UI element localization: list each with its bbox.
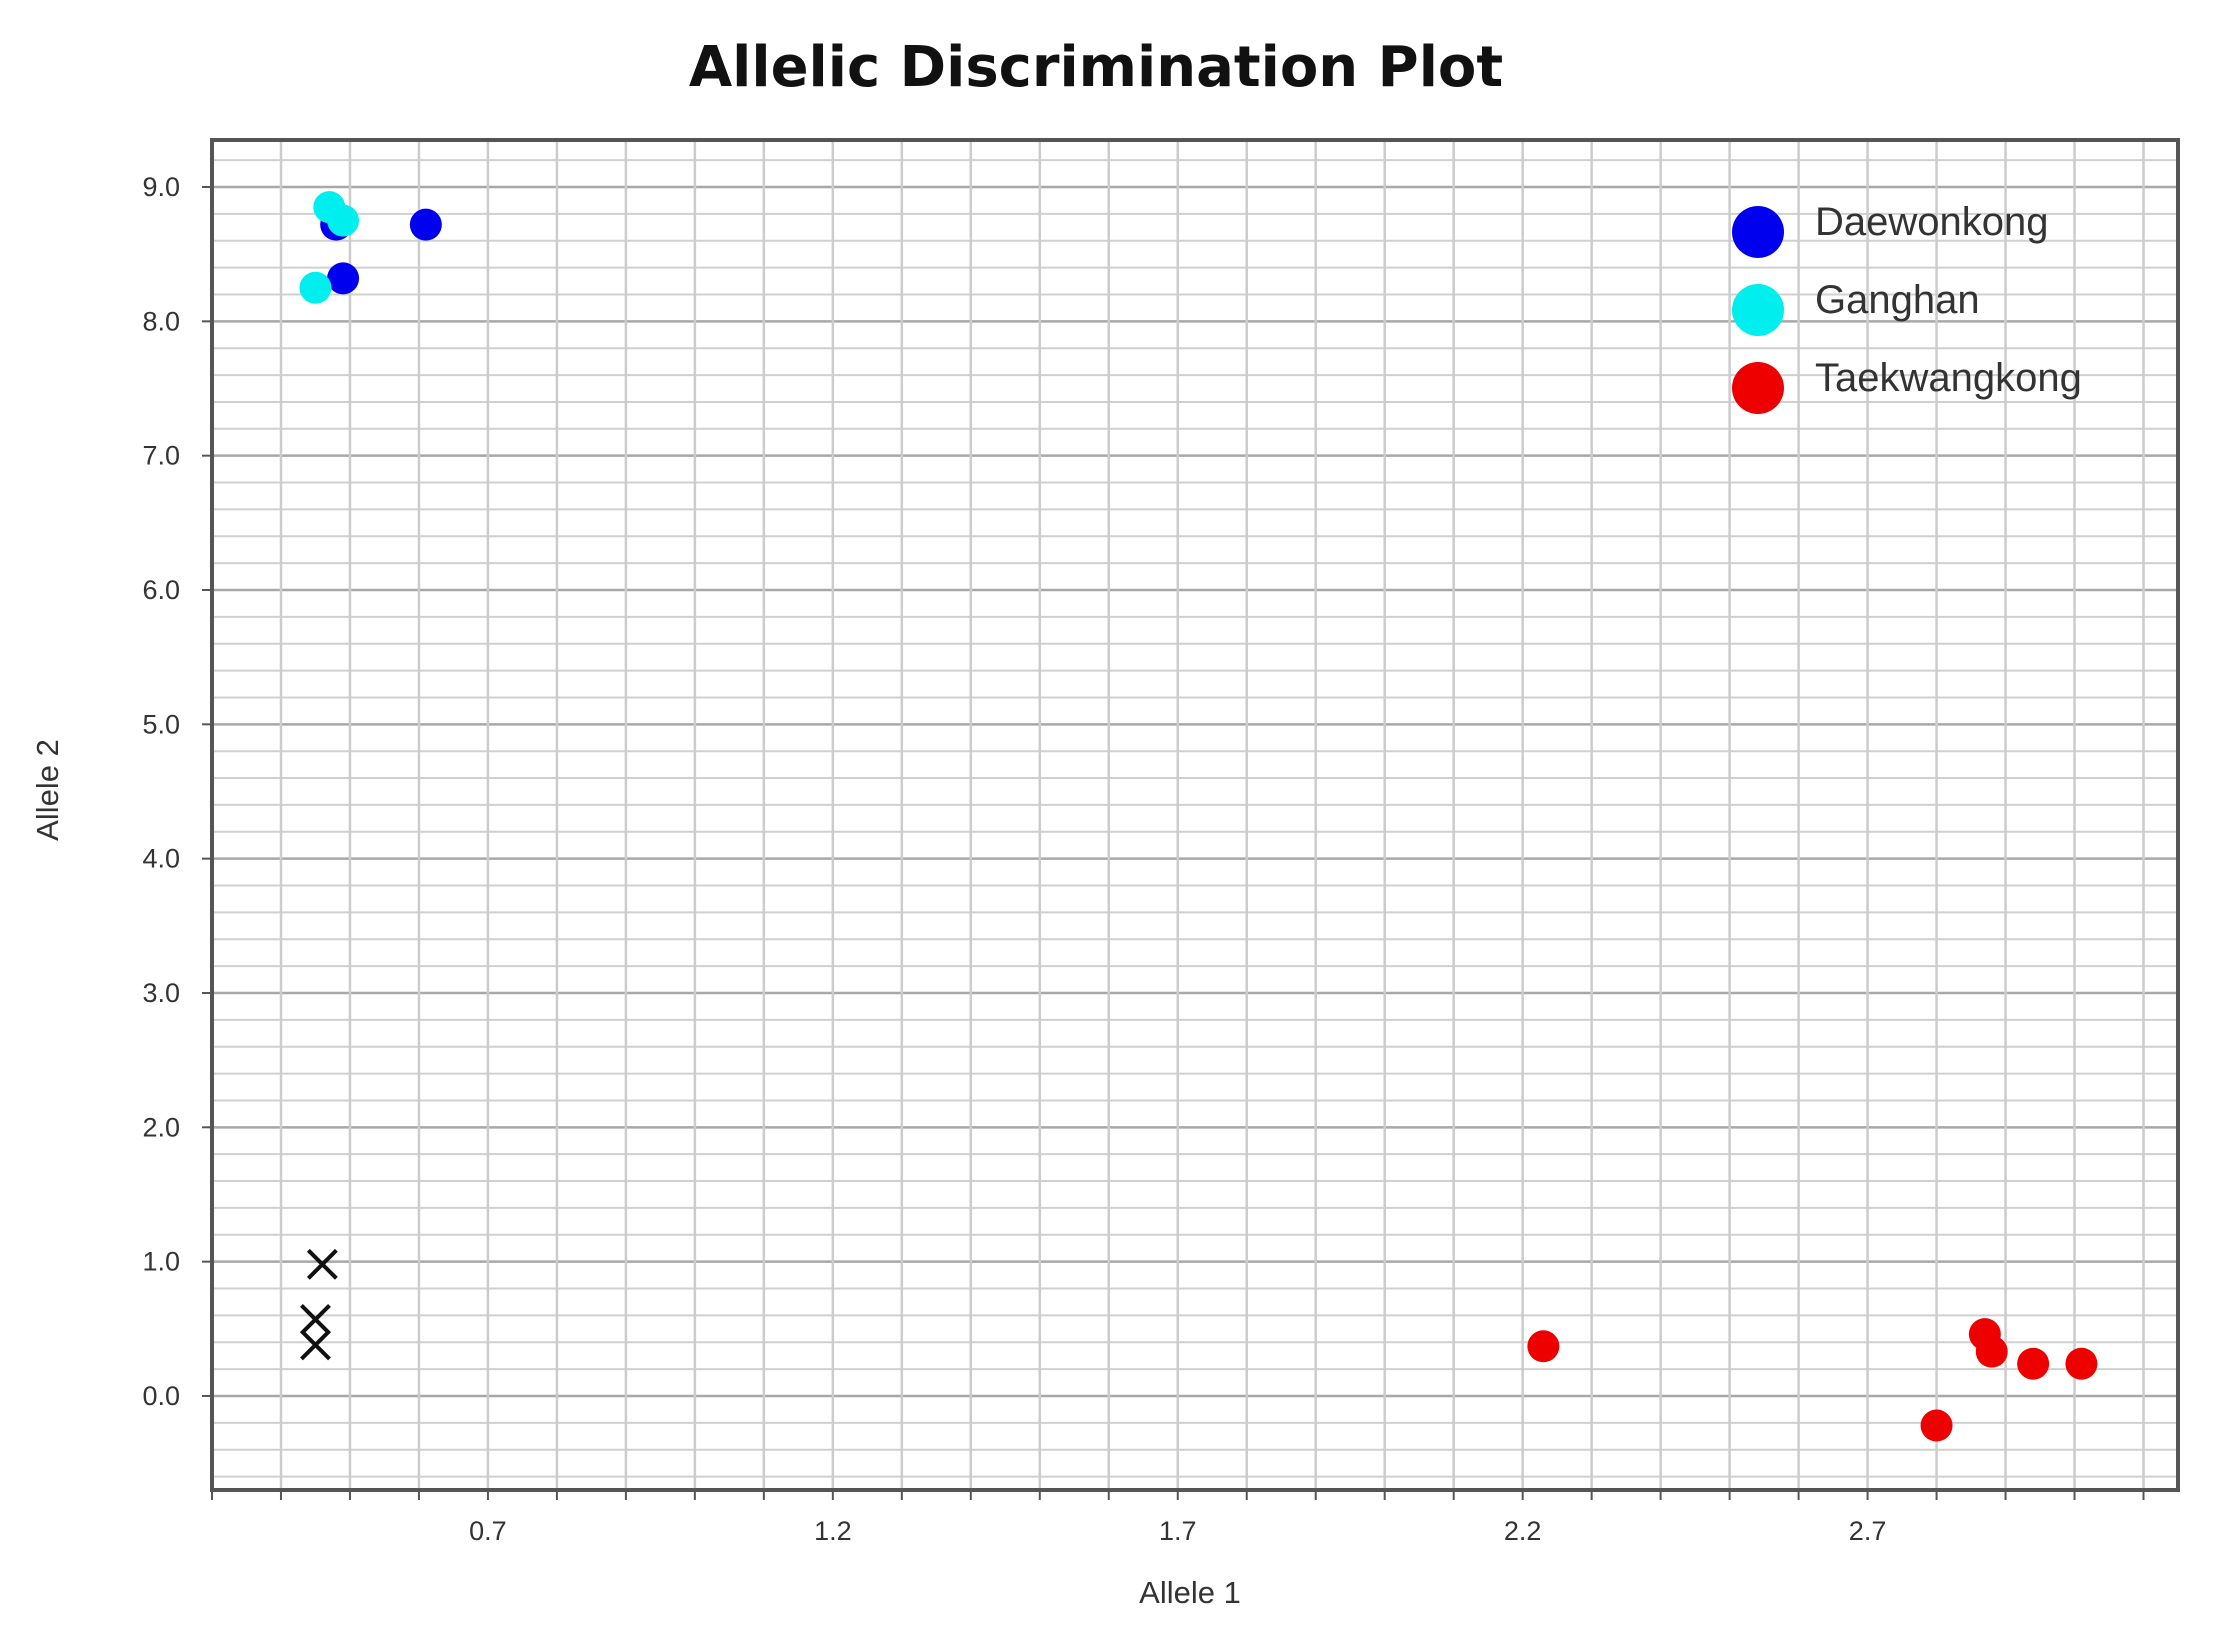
data-point-daewonkong <box>327 262 360 295</box>
x-axis-label: Allele 1 <box>1139 1575 1241 1610</box>
y-tick-label: 6.0 <box>142 575 180 605</box>
data-point-taekwangkong <box>2065 1347 2098 1380</box>
data-point-taekwangkong <box>1527 1330 1560 1363</box>
undetermined-x-marker <box>306 1248 338 1280</box>
plot-frame <box>210 138 2180 1492</box>
x-tick-label: 2.2 <box>1504 1516 1542 1546</box>
x-axis-ticks: 0.7 1.2 1.7 2.2 2.7 <box>211 1490 2145 1546</box>
x-tick-label: 2.7 <box>1849 1516 1887 1546</box>
y-tick-label: 9.0 <box>142 172 180 202</box>
data-point-taekwangkong <box>1920 1409 1953 1442</box>
y-tick-label: 1.0 <box>142 1247 180 1277</box>
x-tick-label: 0.7 <box>469 1516 507 1546</box>
y-axis-label: Allele 2 <box>30 739 65 841</box>
y-tick-label: 2.0 <box>142 1112 180 1142</box>
y-axis-ticks: 0.0 1.0 2.0 3.0 4.0 5.0 6.0 7.0 8.0 9.0 <box>142 172 212 1411</box>
x-tick-label: 1.2 <box>814 1516 852 1546</box>
undetermined-x-marker <box>300 1329 331 1361</box>
legend-marker-taekwangkong <box>1732 362 1784 414</box>
y-tick-label: 8.0 <box>142 306 180 336</box>
data-point-taekwangkong <box>2017 1347 2050 1380</box>
legend-label-ganghan: Ganghan <box>1815 278 1980 322</box>
y-tick-label: 3.0 <box>142 978 180 1008</box>
data-point-daewonkong <box>409 208 442 241</box>
data-point-ganghan <box>327 204 360 237</box>
y-tick-label: 7.0 <box>142 441 180 471</box>
data-points <box>299 191 2098 1442</box>
y-tick-label: 4.0 <box>142 844 180 874</box>
data-point-taekwangkong <box>1975 1335 2008 1368</box>
legend-label-taekwangkong: Taekwangkong <box>1815 356 2082 400</box>
legend: Daewonkong Ganghan Taekwangkong <box>1732 200 2082 414</box>
grid <box>210 140 2178 1490</box>
legend-marker-ganghan <box>1732 284 1784 336</box>
legend-marker-daewonkong <box>1732 206 1784 258</box>
x-tick-label: 1.7 <box>1159 1516 1197 1546</box>
data-point-ganghan <box>299 271 332 304</box>
y-tick-label: 5.0 <box>142 709 180 739</box>
y-tick-label: 0.0 <box>142 1381 180 1411</box>
undetermined-x-marker <box>300 1303 331 1335</box>
legend-label-daewonkong: Daewonkong <box>1815 200 2049 244</box>
chart-title: Allelic Discrimination Plot <box>689 35 1503 100</box>
